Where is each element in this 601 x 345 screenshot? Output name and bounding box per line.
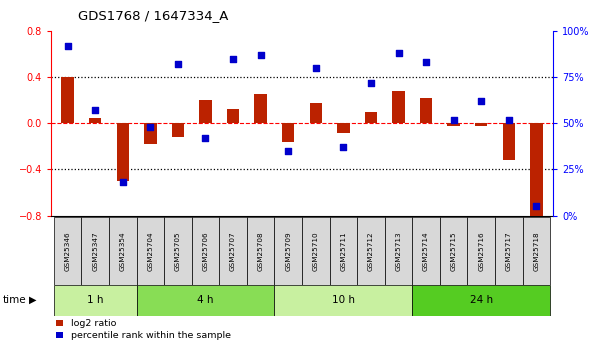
Text: time: time — [3, 295, 26, 305]
Bar — [136, 217, 164, 285]
Point — [394, 50, 403, 56]
Bar — [385, 217, 412, 285]
Bar — [530, 124, 543, 218]
Bar — [136, 285, 275, 316]
Bar — [365, 112, 377, 124]
Bar — [200, 100, 212, 124]
Point — [449, 117, 459, 122]
Bar — [81, 217, 109, 285]
Point — [63, 43, 73, 49]
Point — [366, 80, 376, 86]
Bar — [247, 217, 275, 285]
Point — [504, 117, 514, 122]
Bar — [448, 124, 460, 126]
Bar — [412, 217, 440, 285]
Bar — [227, 109, 239, 124]
Bar — [412, 285, 550, 316]
Text: GSM25707: GSM25707 — [230, 231, 236, 271]
Bar — [117, 124, 129, 181]
Bar — [275, 285, 412, 316]
Bar — [310, 102, 322, 124]
Text: GSM25713: GSM25713 — [395, 231, 401, 271]
Text: GSM25712: GSM25712 — [368, 231, 374, 271]
Bar — [61, 77, 74, 124]
Bar — [164, 217, 192, 285]
Bar — [172, 124, 184, 137]
Point — [145, 124, 155, 130]
Text: GSM25718: GSM25718 — [533, 231, 539, 271]
Bar — [282, 124, 294, 142]
Text: 24 h: 24 h — [469, 295, 493, 305]
Legend: log2 ratio, percentile rank within the sample: log2 ratio, percentile rank within the s… — [56, 319, 231, 340]
Text: 10 h: 10 h — [332, 295, 355, 305]
Bar — [192, 217, 219, 285]
Text: GSM25708: GSM25708 — [258, 231, 264, 271]
Text: GSM25715: GSM25715 — [451, 231, 457, 271]
Point — [284, 148, 293, 154]
Text: GSM25716: GSM25716 — [478, 231, 484, 271]
Text: GSM25704: GSM25704 — [147, 231, 153, 271]
Bar — [357, 217, 385, 285]
Text: GSM25347: GSM25347 — [92, 231, 98, 271]
Point — [531, 204, 541, 209]
Text: GSM25706: GSM25706 — [203, 231, 209, 271]
Bar — [54, 217, 81, 285]
Point — [173, 61, 183, 67]
Point — [201, 135, 210, 141]
Point — [311, 65, 320, 71]
Text: GDS1768 / 1647334_A: GDS1768 / 1647334_A — [78, 9, 228, 22]
Point — [338, 145, 348, 150]
Bar — [254, 95, 267, 124]
Bar — [329, 217, 357, 285]
Bar — [523, 217, 550, 285]
Text: GSM25354: GSM25354 — [120, 231, 126, 271]
Bar — [144, 124, 156, 144]
Bar — [89, 118, 102, 124]
Text: GSM25714: GSM25714 — [423, 231, 429, 271]
Point — [228, 56, 238, 61]
Text: GSM25717: GSM25717 — [506, 231, 512, 271]
Text: GSM25705: GSM25705 — [175, 231, 181, 271]
Text: 1 h: 1 h — [87, 295, 103, 305]
Bar — [468, 217, 495, 285]
Point — [477, 98, 486, 104]
Text: ▶: ▶ — [29, 295, 36, 305]
Bar — [440, 217, 468, 285]
Text: 4 h: 4 h — [197, 295, 214, 305]
Bar — [502, 124, 515, 160]
Bar — [302, 217, 329, 285]
Text: GSM25710: GSM25710 — [313, 231, 319, 271]
Text: GSM25346: GSM25346 — [65, 231, 71, 271]
Point — [118, 180, 127, 185]
Text: GSM25709: GSM25709 — [285, 231, 291, 271]
Bar — [275, 217, 302, 285]
Bar — [475, 124, 487, 126]
Bar — [495, 217, 523, 285]
Bar — [219, 217, 247, 285]
Point — [421, 60, 431, 65]
Bar — [109, 217, 136, 285]
Bar — [420, 98, 432, 124]
Point — [256, 52, 266, 58]
Point — [90, 108, 100, 113]
Bar — [392, 91, 404, 124]
Text: GSM25711: GSM25711 — [340, 231, 346, 271]
Bar — [54, 285, 136, 316]
Bar — [337, 124, 350, 132]
